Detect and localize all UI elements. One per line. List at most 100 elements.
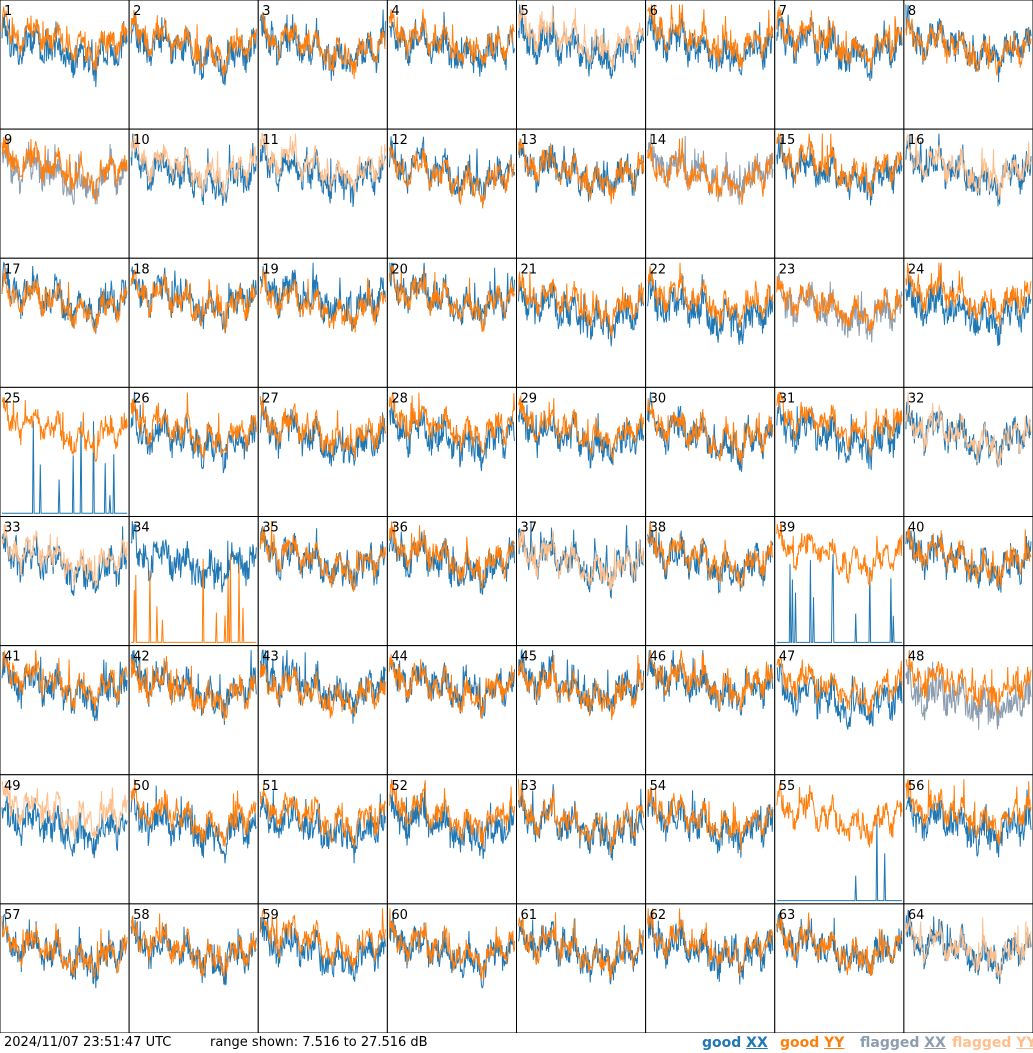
panel-59: 59 bbox=[257, 903, 388, 1033]
trace-good-yy bbox=[130, 392, 257, 460]
trace-good-yy bbox=[1, 6, 128, 71]
legend-flagged-xx: flagged XX bbox=[860, 1035, 946, 1051]
panel-50: 50 bbox=[128, 774, 259, 905]
panel-32: 32 bbox=[903, 386, 1033, 517]
panel-label: 41 bbox=[4, 650, 21, 665]
trace-good-yy bbox=[388, 391, 515, 455]
panel-frame bbox=[774, 645, 905, 776]
panel-38: 38 bbox=[645, 516, 776, 647]
panel-9: 9 bbox=[0, 128, 130, 259]
trace-good-xx bbox=[1, 795, 128, 859]
panel-35: 35 bbox=[257, 516, 388, 647]
trace-good-yy bbox=[388, 8, 515, 66]
trace-good-xx bbox=[518, 4, 645, 79]
trace-good-yy bbox=[388, 521, 515, 591]
panel-18: 18 bbox=[128, 257, 259, 388]
panel-label: 15 bbox=[779, 133, 796, 148]
panel-label: 48 bbox=[908, 650, 925, 665]
panel-label: 29 bbox=[521, 391, 538, 406]
trace-good-yy bbox=[905, 262, 1032, 328]
panel-label: 26 bbox=[133, 391, 150, 406]
trace-good-yy bbox=[388, 264, 515, 333]
panel-frame bbox=[774, 128, 905, 259]
trace-good-yy bbox=[388, 908, 515, 981]
trace-good-xx bbox=[130, 520, 257, 593]
panel-8: 8 bbox=[903, 0, 1033, 130]
panel-51: 51 bbox=[257, 774, 388, 905]
panel-label: 19 bbox=[262, 262, 279, 277]
trace-good-xx bbox=[388, 783, 515, 860]
panel-label: 36 bbox=[391, 521, 408, 536]
panel-label: 1 bbox=[4, 4, 12, 19]
trace-good-yy bbox=[388, 145, 515, 209]
panel-label: 20 bbox=[391, 262, 408, 277]
trace-flagged-yy bbox=[130, 133, 257, 201]
trace-good-yy bbox=[518, 271, 645, 337]
panel-label: 58 bbox=[133, 908, 150, 923]
panel-label: 9 bbox=[4, 133, 12, 148]
timestamp: 2024/11/07 23:51:47 UTC bbox=[4, 1035, 172, 1050]
trace-good-xx bbox=[259, 790, 386, 864]
panel-19: 19 bbox=[257, 257, 388, 388]
trace-good-yy bbox=[905, 651, 1032, 714]
trace-good-yy bbox=[388, 654, 515, 719]
trace-good-yy bbox=[1, 397, 128, 463]
panel-label: 37 bbox=[521, 521, 538, 536]
trace-good-xx bbox=[776, 815, 902, 902]
panel-frame bbox=[774, 516, 905, 647]
panel-label: 53 bbox=[521, 779, 538, 794]
panel-frame bbox=[645, 516, 776, 647]
panel-16: 16 bbox=[903, 128, 1033, 259]
trace-good-yy bbox=[1, 137, 128, 202]
panel-31: 31 bbox=[774, 386, 905, 517]
panel-frame bbox=[386, 257, 517, 388]
panel-12: 12 bbox=[386, 128, 517, 259]
panel-40: 40 bbox=[903, 516, 1033, 647]
trace-good-xx bbox=[388, 402, 515, 472]
legend-good-xx: good XX bbox=[702, 1035, 768, 1051]
panel-3: 3 bbox=[257, 0, 388, 130]
panel-label: 28 bbox=[391, 391, 408, 406]
panel-63: 63 bbox=[774, 903, 905, 1033]
panel-frame bbox=[0, 516, 130, 647]
panel-47: 47 bbox=[774, 645, 905, 776]
panel-22: 22 bbox=[645, 257, 776, 388]
trace-good-yy bbox=[259, 908, 386, 971]
panel-13: 13 bbox=[516, 128, 647, 259]
panel-4: 4 bbox=[386, 0, 517, 130]
panel-frame bbox=[0, 903, 130, 1033]
panel-27: 27 bbox=[257, 386, 388, 517]
trace-good-yy bbox=[518, 912, 645, 981]
panel-label: 21 bbox=[521, 262, 538, 277]
trace-good-yy bbox=[647, 262, 774, 329]
panel-frame bbox=[774, 257, 905, 388]
panel-label: 57 bbox=[4, 908, 21, 923]
trace-flagged-yy bbox=[905, 917, 1032, 978]
panel-frame bbox=[386, 645, 517, 776]
panel-49: 49 bbox=[0, 774, 130, 905]
panel-6: 6 bbox=[645, 0, 776, 130]
panel-30: 30 bbox=[645, 386, 776, 517]
trace-good-yy bbox=[259, 395, 386, 459]
panel-label: 32 bbox=[908, 391, 925, 406]
trace-good-xx bbox=[518, 648, 645, 715]
trace-good-xx bbox=[905, 265, 1032, 346]
panel-10: 10 bbox=[128, 128, 259, 259]
panel-11: 11 bbox=[257, 128, 388, 259]
panel-frame bbox=[128, 774, 259, 905]
panel-label: 39 bbox=[779, 521, 796, 536]
panel-label: 59 bbox=[262, 908, 279, 923]
panel-57: 57 bbox=[0, 903, 130, 1033]
panel-label: 62 bbox=[650, 908, 667, 923]
panel-26: 26 bbox=[128, 386, 259, 517]
trace-flagged-yy bbox=[518, 528, 645, 591]
panel-label: 34 bbox=[133, 521, 150, 536]
panel-label: 8 bbox=[908, 4, 916, 19]
trace-good-yy bbox=[260, 12, 386, 79]
trace-good-yy bbox=[130, 779, 257, 847]
panel-label: 63 bbox=[779, 908, 796, 923]
panel-frame bbox=[128, 257, 259, 388]
trace-good-xx bbox=[776, 553, 902, 643]
panel-label: 42 bbox=[133, 650, 150, 665]
trace-good-yy bbox=[647, 650, 774, 712]
